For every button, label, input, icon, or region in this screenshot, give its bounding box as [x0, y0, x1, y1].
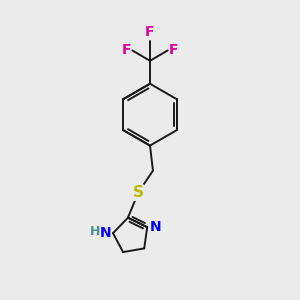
Text: F: F: [169, 44, 178, 58]
Text: N: N: [149, 220, 161, 234]
Text: F: F: [145, 25, 155, 39]
Text: F: F: [122, 44, 131, 58]
Text: N: N: [99, 226, 111, 240]
Text: H: H: [90, 225, 100, 238]
Text: S: S: [133, 185, 144, 200]
